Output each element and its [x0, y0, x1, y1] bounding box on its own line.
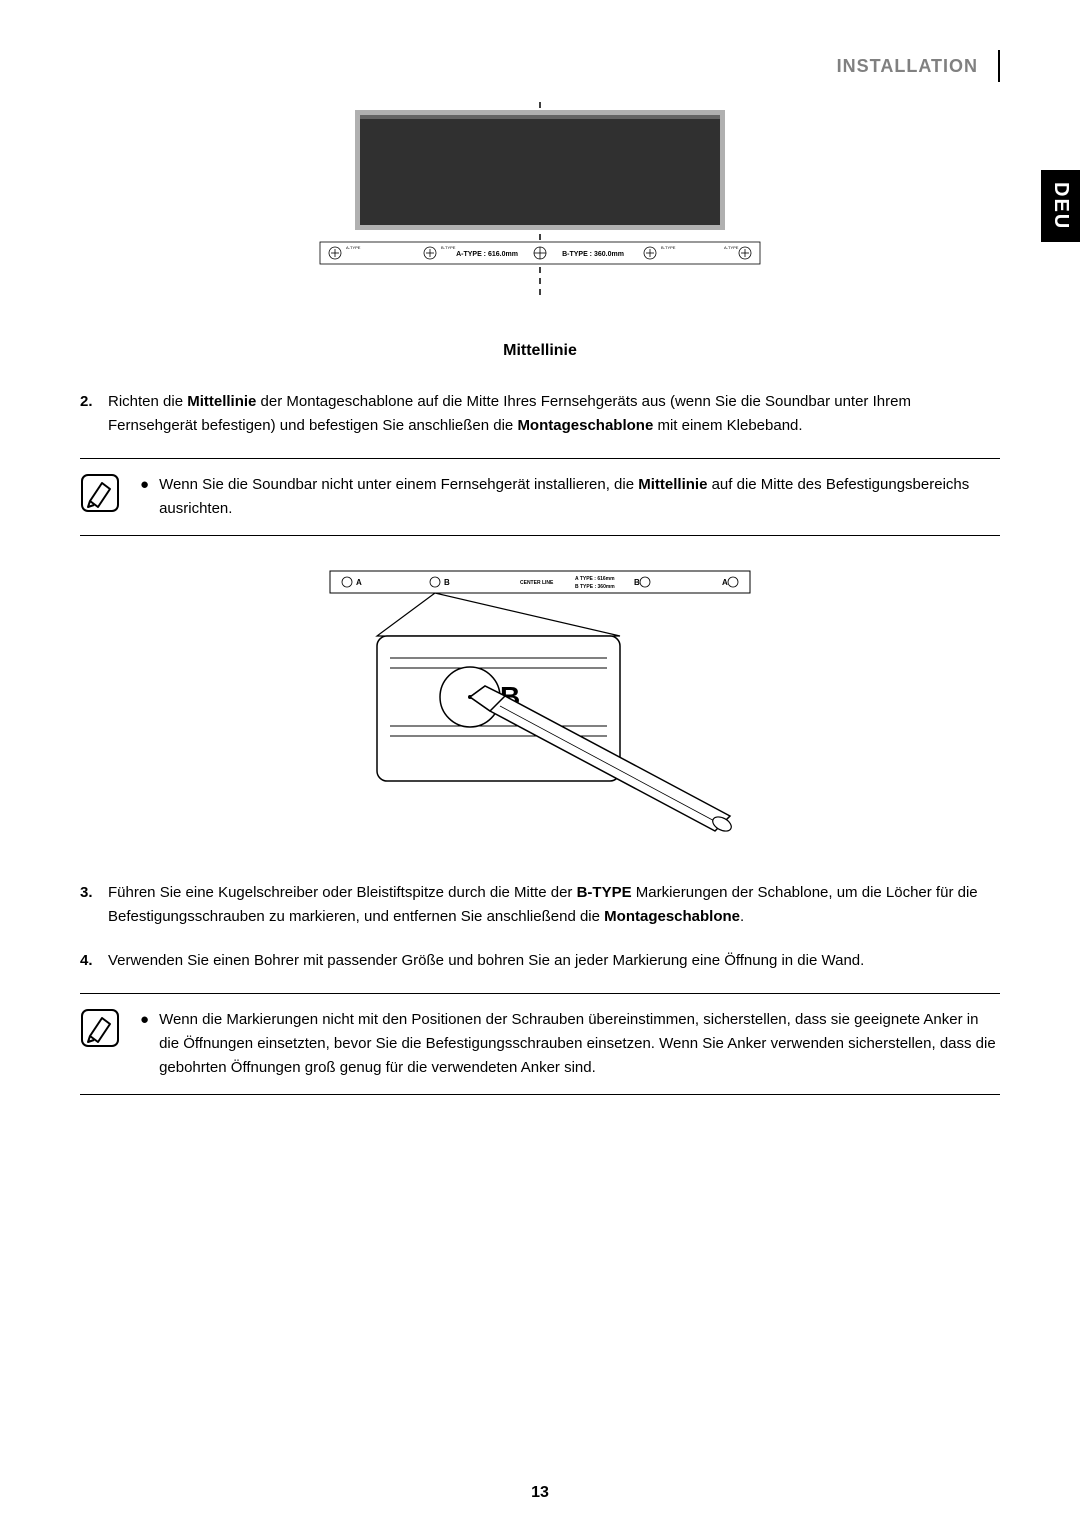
instruction-4-text: Verwenden Sie einen Bohrer mit passender… [108, 949, 1000, 973]
svg-text:A TYPE : 616mm: A TYPE : 616mm [575, 576, 615, 582]
svg-text:B: B [634, 578, 640, 587]
instruction-2-number: 2. [80, 390, 100, 438]
svg-text:CENTER LINE: CENTER LINE [520, 580, 554, 586]
instruction-4: 4. Verwenden Sie einen Bohrer mit passen… [80, 949, 1000, 973]
figure-caption-mittellinie: Mittellinie [290, 342, 790, 360]
svg-text:B: B [444, 578, 450, 587]
a-type-label: A-TYPE : 616.0mm [456, 251, 518, 258]
note-1: ● Wenn Sie die Soundbar nicht unter eine… [80, 458, 1000, 536]
instruction-2-text: Richten die Mittellinie der Montageschab… [108, 390, 1000, 438]
note-1-text: Wenn Sie die Soundbar nicht unter einem … [159, 473, 1000, 521]
page-content: INSTALLATION A-TYPE B-TYPE B-TYPE [0, 0, 1080, 1155]
b-type-label: B-TYPE : 360.0mm [562, 251, 624, 258]
svg-text:A-TYPE: A-TYPE [724, 245, 739, 250]
instruction-4-number: 4. [80, 949, 100, 973]
note-2: ● Wenn die Markierungen nicht mit den Po… [80, 993, 1000, 1095]
note-2-text: Wenn die Markierungen nicht mit den Posi… [159, 1008, 1000, 1080]
svg-text:B TYPE : 360mm: B TYPE : 360mm [575, 584, 615, 590]
bullet-marker: ● [140, 473, 149, 521]
svg-text:A-TYPE: A-TYPE [346, 245, 361, 250]
bullet-marker: ● [140, 1008, 149, 1080]
figure-template-marking: A B CENTER LINE A TYPE : 616mm B TYPE : … [325, 566, 755, 851]
note-icon [80, 1008, 120, 1048]
svg-text:B-TYPE: B-TYPE [661, 245, 676, 250]
note-1-content: ● Wenn Sie die Soundbar nicht unter eine… [140, 473, 1000, 521]
instruction-3-text: Führen Sie eine Kugelschreiber oder Blei… [108, 881, 1000, 929]
figure-tv-centerline: A-TYPE B-TYPE B-TYPE A-TYPE A-TYPE : 616… [290, 102, 790, 360]
note-icon [80, 473, 120, 513]
instruction-3-number: 3. [80, 881, 100, 929]
instruction-2: 2. Richten die Mittellinie der Montagesc… [80, 390, 1000, 438]
section-header: INSTALLATION [80, 50, 1000, 82]
note-2-content: ● Wenn die Markierungen nicht mit den Po… [140, 1008, 1000, 1080]
instruction-3: 3. Führen Sie eine Kugelschreiber oder B… [80, 881, 1000, 929]
svg-text:A: A [356, 578, 362, 587]
page-number: 13 [0, 1484, 1080, 1502]
svg-text:B-TYPE: B-TYPE [441, 245, 456, 250]
svg-text:A: A [722, 578, 728, 587]
